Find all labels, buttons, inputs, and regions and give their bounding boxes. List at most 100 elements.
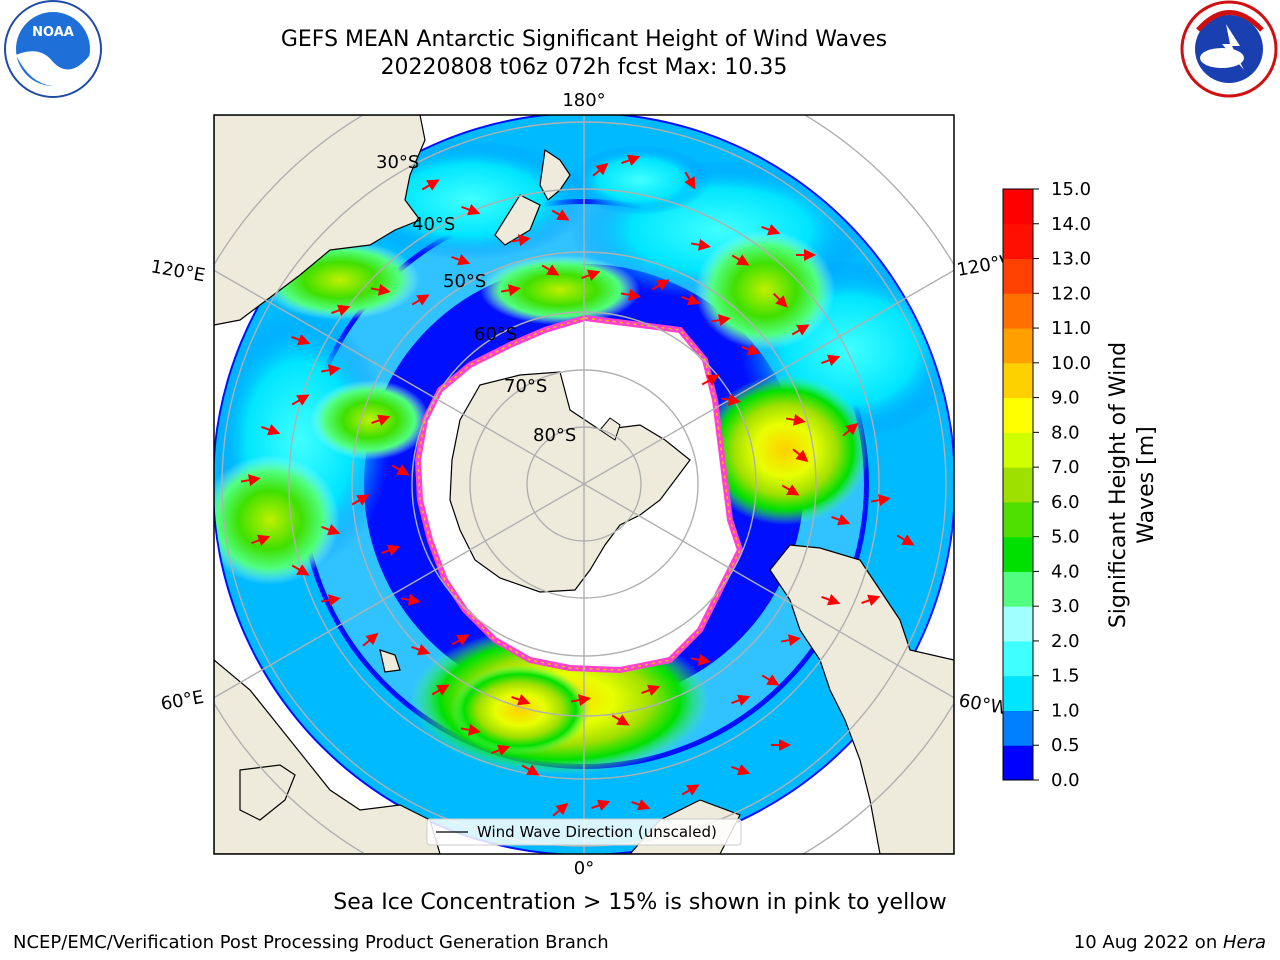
- wave-arrow: [362, 632, 379, 647]
- wave-arrow: [491, 744, 511, 756]
- colorbar-label-line2: Waves [m]: [1134, 426, 1159, 543]
- wave-arrow: [741, 344, 761, 356]
- wave-arrow: [541, 264, 560, 276]
- footer-date: 10 Aug 2022 on Hera: [1074, 932, 1266, 953]
- wave-arrow: [896, 534, 915, 546]
- wave-arrow: [611, 714, 630, 726]
- colorbar-tick-label: 1.0: [1051, 700, 1080, 721]
- wave-arrow: [651, 279, 670, 291]
- colorbar-tick-label: 4.0: [1051, 561, 1080, 582]
- wave-arrow: [351, 494, 370, 506]
- wave-arrow: [411, 294, 430, 306]
- colorbar-segment: [1003, 467, 1033, 503]
- lat-label-80: 80°S: [533, 425, 576, 446]
- chart-title: GEFS MEAN Antarctic Significant Height o…: [280, 27, 888, 52]
- wave-arrow: [291, 334, 311, 346]
- wave-arrow: [400, 593, 421, 606]
- wave-arrow: [781, 484, 800, 496]
- colorbar-tick-label: 13.0: [1051, 249, 1091, 270]
- graticule: [214, 115, 954, 854]
- wave-arrow: [291, 394, 310, 406]
- wave-arrow: [581, 269, 601, 281]
- wave-arrow: [381, 544, 401, 556]
- wave-arrow: [291, 564, 310, 576]
- colorbar-segment: [1003, 362, 1033, 399]
- colorbar-segment: [1003, 640, 1033, 677]
- nws-logo: [1180, 0, 1278, 98]
- wave-arrow: [681, 784, 700, 796]
- wave-arrow: [451, 634, 470, 646]
- wave-arrow: [631, 799, 651, 811]
- wave-arrow: [731, 764, 751, 776]
- latitude-labels: 30°S 40°S 50°S 60°S 70°S 80°S: [376, 152, 576, 446]
- antarctica: [449, 371, 691, 593]
- wave-arrow: [690, 238, 711, 251]
- colorbar-tick-label: 2.0: [1051, 631, 1080, 652]
- wave-arrow: [861, 594, 881, 606]
- wave-arrow: [511, 694, 531, 706]
- wave-arrow: [821, 354, 841, 366]
- colorbar: 0.0 0.5 1.0 1.5 2.0 3.0 4.0 5.0 6.0 7.0 8.0 9.0 10.0…: [1002, 179, 1091, 791]
- colorbar-tick-label: 0.5: [1051, 735, 1080, 756]
- wave-arrow: [451, 254, 471, 266]
- colorbar-segment: [1003, 675, 1033, 711]
- chart-subtitle: 20220808 t06z 072h fcst Max: 10.35: [380, 55, 788, 80]
- wave-arrow: [772, 292, 788, 308]
- colorbar-segment: [1003, 223, 1033, 260]
- colorbar-tick-label: 0.0: [1051, 770, 1080, 791]
- lat-label-40: 40°S: [412, 214, 455, 235]
- colorbar-segment: [1003, 536, 1033, 572]
- map-border: [213, 114, 955, 855]
- sea-ice-note: Sea Ice Concentration > 15% is shown in …: [333, 890, 947, 915]
- colorbar-label-line1: Significant Height of Wind: [1106, 342, 1131, 628]
- wave-arrow: [411, 644, 431, 656]
- colorbar-tick-label: 11.0: [1051, 318, 1091, 339]
- wave-arrow: [641, 684, 661, 696]
- wave-arrow: [331, 304, 351, 316]
- colorbar-segment: [1003, 745, 1033, 781]
- wave-arrow: [621, 154, 641, 166]
- legend-label: Wind Wave Direction (unscaled): [477, 823, 717, 841]
- wave-direction-arrows: [240, 154, 915, 817]
- lon-label-lower-right: 60°W: [957, 690, 1010, 719]
- colorbar-segment: [1003, 293, 1033, 329]
- wave-arrow: [710, 314, 731, 327]
- wave-arrow: [500, 284, 521, 297]
- wave-arrow: [761, 224, 781, 236]
- noaa-logo-text: NOAA: [32, 25, 74, 40]
- colorbar-tick-label: 5.0: [1051, 527, 1080, 548]
- wave-arrow: [592, 162, 609, 177]
- wave-arrow: [320, 364, 341, 377]
- wave-arrow: [780, 634, 801, 647]
- lon-label-upper-left: 120°E: [149, 256, 207, 286]
- footer-date-text: 10 Aug 2022 on: [1073, 932, 1223, 953]
- wave-arrow: [821, 594, 841, 606]
- wave-arrow: [261, 424, 281, 436]
- footer-credit: NCEP/EMC/Verification Post Processing Pr…: [13, 932, 609, 953]
- lat-label-30: 30°S: [376, 152, 419, 173]
- lat-label-70: 70°S: [504, 376, 547, 397]
- colorbar-segment: [1003, 397, 1033, 433]
- wave-arrow: [371, 414, 391, 426]
- wave-arrow: [620, 288, 641, 301]
- wave-arrow: [461, 204, 481, 216]
- wave-arrow: [701, 374, 720, 386]
- wave-arrow: [510, 234, 531, 247]
- colorbar-segment: [1003, 606, 1033, 642]
- wave-arrow: [431, 684, 450, 696]
- colorbar-segment: [1003, 189, 1033, 225]
- wave-arrow: [321, 524, 341, 536]
- colorbar-tick-label: 7.0: [1051, 457, 1080, 478]
- wave-arrow: [421, 179, 440, 191]
- wave-arrow: [870, 494, 891, 507]
- colorbar-tick-label: 3.0: [1051, 596, 1080, 617]
- wave-arrow: [521, 764, 540, 776]
- wave-arrow: [690, 653, 711, 666]
- wave-arrow: [460, 723, 481, 736]
- wave-arrow: [251, 534, 271, 546]
- colorbar-tick-label: 15.0: [1051, 179, 1091, 200]
- sea-ice-edge: [417, 317, 741, 671]
- map-legend: Wind Wave Direction (unscaled): [426, 818, 742, 846]
- wave-arrow: [681, 294, 701, 306]
